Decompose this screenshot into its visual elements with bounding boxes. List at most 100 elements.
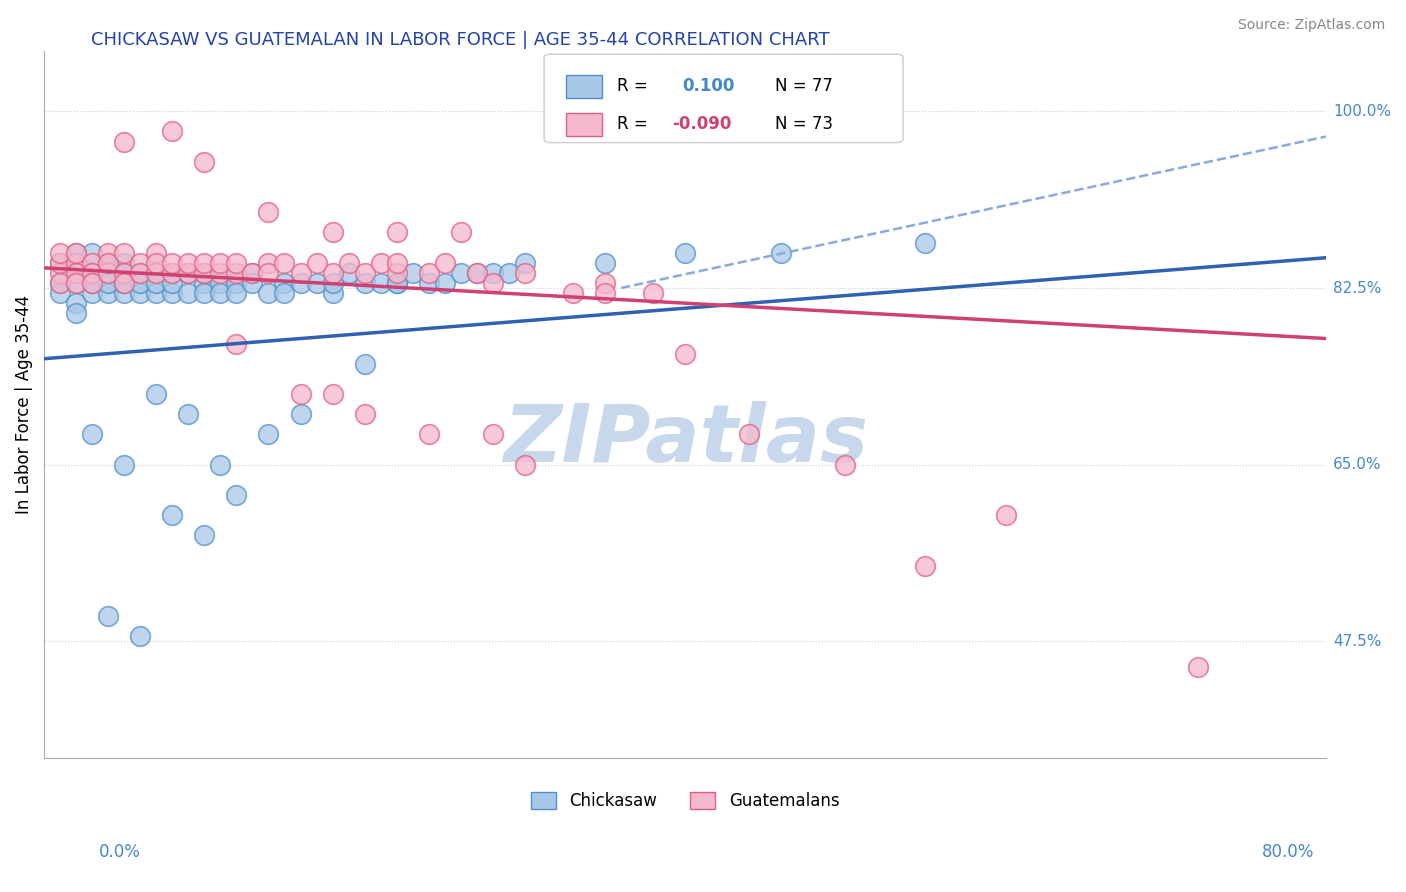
Point bbox=[225, 488, 247, 502]
Text: 65.0%: 65.0% bbox=[1333, 458, 1382, 472]
Point bbox=[322, 286, 344, 301]
Text: N = 77: N = 77 bbox=[775, 78, 832, 95]
Point bbox=[481, 276, 503, 290]
Y-axis label: In Labor Force | Age 35-44: In Labor Force | Age 35-44 bbox=[15, 294, 32, 514]
Point bbox=[418, 276, 440, 290]
Point bbox=[257, 205, 280, 219]
Point bbox=[513, 458, 536, 472]
Point bbox=[513, 266, 536, 280]
Point bbox=[145, 266, 167, 280]
Point bbox=[82, 276, 104, 290]
Point bbox=[418, 427, 440, 442]
Point bbox=[561, 286, 583, 301]
Point bbox=[112, 256, 135, 270]
Point bbox=[257, 256, 280, 270]
Point bbox=[257, 266, 280, 280]
Point bbox=[385, 276, 408, 290]
Point bbox=[290, 387, 312, 401]
Point bbox=[1187, 659, 1209, 673]
Point bbox=[65, 306, 87, 320]
Point bbox=[673, 346, 696, 360]
Point bbox=[193, 276, 215, 290]
Point bbox=[450, 266, 472, 280]
Point bbox=[82, 427, 104, 442]
Point bbox=[193, 266, 215, 280]
Point bbox=[385, 276, 408, 290]
Point bbox=[162, 124, 184, 138]
Point bbox=[97, 245, 120, 260]
Point bbox=[209, 266, 232, 280]
Point bbox=[177, 407, 200, 421]
Point bbox=[112, 266, 135, 280]
Point bbox=[290, 407, 312, 421]
Point bbox=[49, 266, 72, 280]
Point bbox=[193, 528, 215, 542]
Point bbox=[481, 427, 503, 442]
Point bbox=[257, 427, 280, 442]
Point bbox=[82, 276, 104, 290]
Point bbox=[162, 256, 184, 270]
Point bbox=[49, 276, 72, 290]
Point bbox=[209, 286, 232, 301]
Point bbox=[162, 276, 184, 290]
Point bbox=[242, 266, 264, 280]
Point bbox=[145, 266, 167, 280]
Point bbox=[193, 154, 215, 169]
Point bbox=[65, 256, 87, 270]
Point bbox=[49, 276, 72, 290]
Point bbox=[97, 256, 120, 270]
Point bbox=[177, 266, 200, 280]
Point bbox=[162, 266, 184, 280]
Point bbox=[257, 286, 280, 301]
Point bbox=[82, 266, 104, 280]
Point bbox=[513, 256, 536, 270]
Point bbox=[129, 256, 152, 270]
Point bbox=[770, 245, 793, 260]
Point bbox=[290, 276, 312, 290]
Point bbox=[242, 276, 264, 290]
Point bbox=[97, 286, 120, 301]
Point bbox=[353, 407, 375, 421]
Point bbox=[65, 245, 87, 260]
Point bbox=[738, 427, 761, 442]
Point bbox=[129, 286, 152, 301]
Point bbox=[162, 286, 184, 301]
Point bbox=[273, 276, 295, 290]
Point bbox=[112, 135, 135, 149]
Point bbox=[242, 266, 264, 280]
Text: 80.0%: 80.0% bbox=[1263, 843, 1315, 861]
Point bbox=[465, 266, 488, 280]
Point bbox=[273, 256, 295, 270]
Text: Source: ZipAtlas.com: Source: ZipAtlas.com bbox=[1237, 18, 1385, 32]
Point bbox=[145, 276, 167, 290]
Point bbox=[209, 276, 232, 290]
Point bbox=[112, 286, 135, 301]
Point bbox=[834, 458, 856, 472]
Text: CHICKASAW VS GUATEMALAN IN LABOR FORCE | AGE 35-44 CORRELATION CHART: CHICKASAW VS GUATEMALAN IN LABOR FORCE |… bbox=[91, 31, 830, 49]
Point bbox=[112, 276, 135, 290]
Point bbox=[225, 266, 247, 280]
Point bbox=[49, 256, 72, 270]
Text: R =: R = bbox=[617, 115, 648, 134]
Point bbox=[112, 276, 135, 290]
Point bbox=[273, 286, 295, 301]
Point bbox=[65, 266, 87, 280]
Legend: Chickasaw, Guatemalans: Chickasaw, Guatemalans bbox=[524, 785, 846, 816]
Text: 47.5%: 47.5% bbox=[1333, 634, 1381, 649]
Point bbox=[353, 266, 375, 280]
Point bbox=[97, 276, 120, 290]
Point bbox=[465, 266, 488, 280]
Point bbox=[162, 266, 184, 280]
Point bbox=[193, 266, 215, 280]
Point bbox=[97, 266, 120, 280]
Point bbox=[337, 266, 360, 280]
Point bbox=[193, 286, 215, 301]
Point bbox=[209, 256, 232, 270]
Point bbox=[498, 266, 520, 280]
Point bbox=[65, 276, 87, 290]
Point bbox=[112, 266, 135, 280]
Point bbox=[450, 226, 472, 240]
Point bbox=[225, 276, 247, 290]
Point bbox=[193, 256, 215, 270]
Point bbox=[353, 276, 375, 290]
